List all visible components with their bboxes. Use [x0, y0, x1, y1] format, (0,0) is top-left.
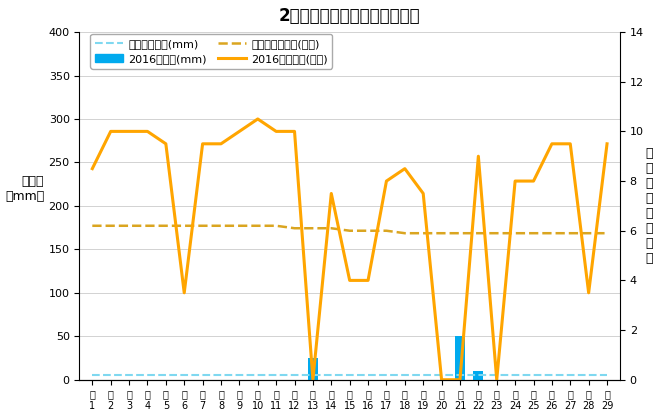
日照時間平年値(時間) — [529, 231, 537, 236]
日照時間平年値(時間) — [107, 223, 115, 228]
2016日照時間(時間) — [254, 117, 262, 122]
2016日照時間(時間) — [143, 129, 151, 134]
降水量平年値(mm) — [309, 373, 317, 378]
2016日照時間(時間) — [383, 178, 391, 184]
日照時間平年値(時間) — [346, 228, 354, 233]
2016日照時間(時間) — [107, 129, 115, 134]
2016日照時間(時間) — [456, 377, 464, 382]
Line: 日照時間平年値(時間): 日照時間平年値(時間) — [92, 226, 607, 233]
降水量平年値(mm) — [566, 373, 574, 378]
降水量平年値(mm) — [346, 373, 354, 378]
日照時間平年値(時間) — [511, 231, 519, 236]
日照時間平年値(時間) — [475, 231, 482, 236]
Title: 2月降水量・日照時間（日別）: 2月降水量・日照時間（日別） — [279, 7, 420, 25]
Line: 2016日照時間(時間): 2016日照時間(時間) — [92, 119, 607, 380]
2016日照時間(時間) — [511, 178, 519, 184]
降水量平年値(mm) — [199, 373, 207, 378]
降水量平年値(mm) — [548, 373, 556, 378]
2016日照時間(時間) — [125, 129, 133, 134]
降水量平年値(mm) — [419, 373, 427, 378]
降水量平年値(mm) — [217, 373, 225, 378]
降水量平年値(mm) — [254, 373, 262, 378]
2016日照時間(時間) — [493, 377, 501, 382]
降水量平年値(mm) — [475, 373, 482, 378]
降水量平年値(mm) — [456, 373, 464, 378]
日照時間平年値(時間) — [162, 223, 170, 228]
2016日照時間(時間) — [346, 278, 354, 283]
日照時間平年値(時間) — [456, 231, 464, 236]
降水量平年値(mm) — [327, 373, 335, 378]
降水量平年値(mm) — [585, 373, 593, 378]
日照時間平年値(時間) — [566, 231, 574, 236]
2016日照時間(時間) — [419, 191, 427, 196]
Y-axis label: 日
照
時
間
（
時
間
）: 日 照 時 間 （ 時 間 ） — [645, 147, 653, 265]
Bar — [455, 336, 465, 380]
2016日照時間(時間) — [199, 141, 207, 146]
Bar — [473, 371, 483, 380]
2016日照時間(時間) — [566, 141, 574, 146]
日照時間平年値(時間) — [309, 226, 317, 231]
2016日照時間(時間) — [401, 166, 409, 171]
日照時間平年値(時間) — [493, 231, 501, 236]
降水量平年値(mm) — [529, 373, 537, 378]
2016日照時間(時間) — [88, 166, 96, 171]
2016日照時間(時間) — [290, 129, 298, 134]
降水量平年値(mm) — [493, 373, 501, 378]
降水量平年値(mm) — [603, 373, 611, 378]
Y-axis label: 降水量
（mm）: 降水量 （mm） — [5, 174, 44, 202]
降水量平年値(mm) — [364, 373, 372, 378]
2016日照時間(時間) — [585, 291, 593, 296]
2016日照時間(時間) — [603, 141, 611, 146]
日照時間平年値(時間) — [88, 223, 96, 228]
日照時間平年値(時間) — [125, 223, 133, 228]
2016日照時間(時間) — [180, 291, 188, 296]
2016日照時間(時間) — [272, 129, 280, 134]
2016日照時間(時間) — [162, 141, 170, 146]
2016日照時間(時間) — [327, 191, 335, 196]
日照時間平年値(時間) — [364, 228, 372, 233]
日照時間平年値(時間) — [327, 226, 335, 231]
日照時間平年値(時間) — [180, 223, 188, 228]
降水量平年値(mm) — [236, 373, 244, 378]
降水量平年値(mm) — [272, 373, 280, 378]
降水量平年値(mm) — [290, 373, 298, 378]
日照時間平年値(時間) — [272, 223, 280, 228]
2016日照時間(時間) — [475, 154, 482, 159]
日照時間平年値(時間) — [585, 231, 593, 236]
日照時間平年値(時間) — [143, 223, 151, 228]
降水量平年値(mm) — [125, 373, 133, 378]
降水量平年値(mm) — [180, 373, 188, 378]
降水量平年値(mm) — [383, 373, 391, 378]
降水量平年値(mm) — [143, 373, 151, 378]
日照時間平年値(時間) — [217, 223, 225, 228]
2016日照時間(時間) — [236, 129, 244, 134]
Legend: 降水量平年値(mm), 2016降水量(mm), 日照時間平年値(時間), 2016日照時間(時間): 降水量平年値(mm), 2016降水量(mm), 日照時間平年値(時間), 20… — [90, 34, 332, 69]
降水量平年値(mm) — [438, 373, 446, 378]
日照時間平年値(時間) — [290, 226, 298, 231]
日照時間平年値(時間) — [383, 228, 391, 233]
降水量平年値(mm) — [511, 373, 519, 378]
日照時間平年値(時間) — [438, 231, 446, 236]
日照時間平年値(時間) — [254, 223, 262, 228]
Bar — [308, 358, 318, 380]
降水量平年値(mm) — [88, 373, 96, 378]
2016日照時間(時間) — [217, 141, 225, 146]
2016日照時間(時間) — [438, 377, 446, 382]
2016日照時間(時間) — [548, 141, 556, 146]
2016日照時間(時間) — [529, 178, 537, 184]
日照時間平年値(時間) — [548, 231, 556, 236]
降水量平年値(mm) — [107, 373, 115, 378]
日照時間平年値(時間) — [419, 231, 427, 236]
日照時間平年値(時間) — [199, 223, 207, 228]
日照時間平年値(時間) — [401, 231, 409, 236]
2016日照時間(時間) — [309, 377, 317, 382]
降水量平年値(mm) — [401, 373, 409, 378]
降水量平年値(mm) — [162, 373, 170, 378]
2016日照時間(時間) — [364, 278, 372, 283]
日照時間平年値(時間) — [603, 231, 611, 236]
日照時間平年値(時間) — [236, 223, 244, 228]
